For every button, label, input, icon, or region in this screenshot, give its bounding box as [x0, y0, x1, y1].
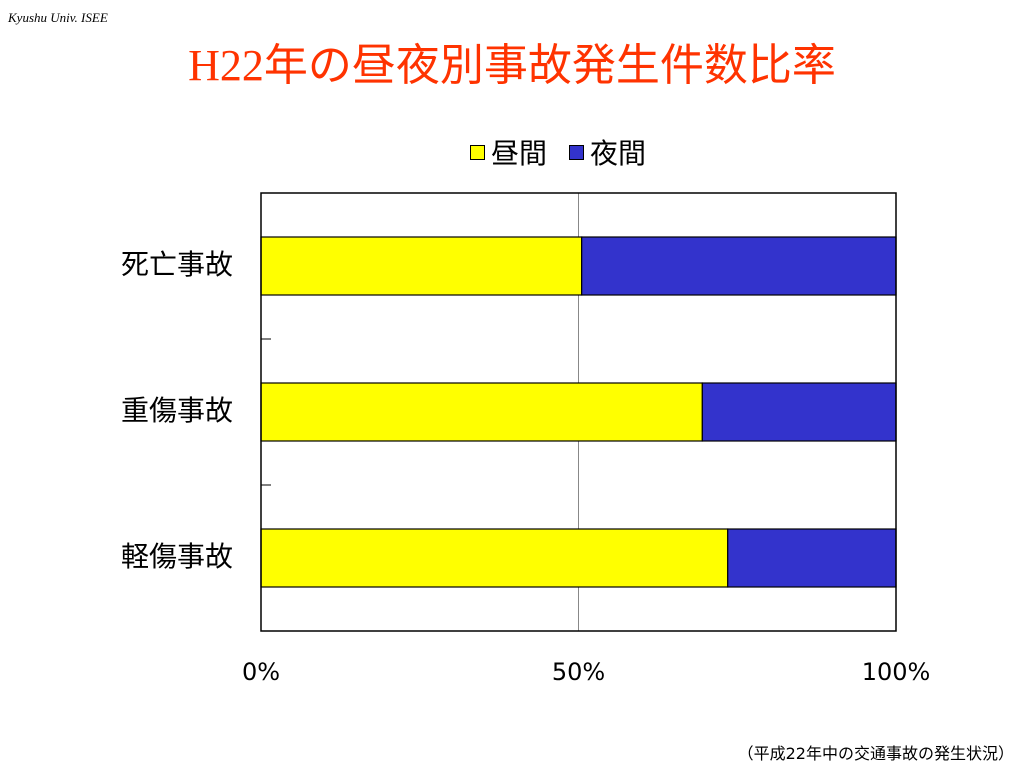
legend-item-night: 夜間	[569, 132, 646, 172]
x-tick-label-0: 0%	[242, 658, 280, 686]
x-tick-label-1: 50%	[552, 658, 605, 686]
bar-night-2	[727, 528, 897, 588]
bar-day-2	[260, 528, 729, 588]
category-label-1: 重傷事故	[121, 394, 233, 427]
category-label-0: 死亡事故	[121, 248, 233, 281]
bar-night-0	[581, 236, 897, 296]
legend: 昼間 夜間	[470, 132, 668, 172]
bar-day-0	[260, 236, 583, 296]
plot-border	[260, 192, 897, 632]
bar-day-1	[260, 382, 703, 442]
legend-swatch-day	[470, 144, 485, 160]
legend-swatch-night	[569, 144, 585, 160]
x-tick-label-2: 100%	[862, 658, 931, 686]
header-label: Kyushu Univ. ISEE	[8, 10, 108, 25]
slide-title: H22年の昼夜別事故発生件数比率	[188, 41, 836, 90]
category-label-2: 軽傷事故	[121, 540, 233, 573]
footnote: （平成22年中の交通事故の発生状況）	[737, 744, 1014, 763]
legend-label-night: 夜間	[590, 137, 647, 170]
legend-item-day: 昼間	[470, 132, 547, 172]
bar-night-1	[701, 382, 897, 442]
legend-label-day: 昼間	[491, 137, 548, 170]
